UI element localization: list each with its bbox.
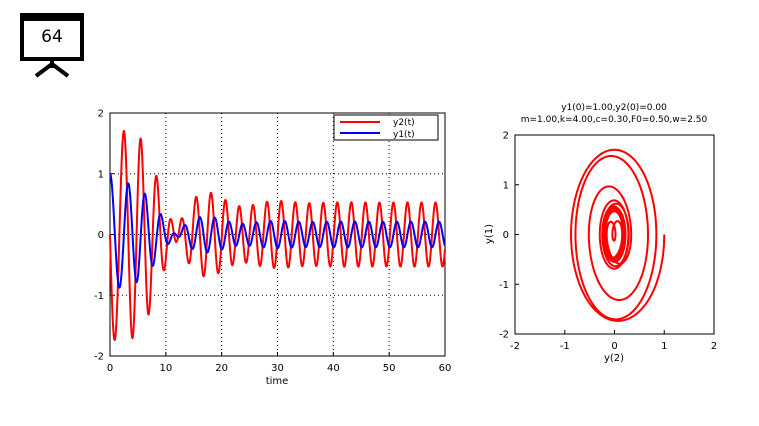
left-ytick-label: 1 [98, 169, 104, 180]
left-ytick-label: -1 [94, 291, 104, 302]
series-line-y1 [109, 172, 446, 289]
left-xtick-label: 30 [271, 363, 284, 374]
right-ytick-label: -2 [499, 330, 509, 341]
projector-screen-icon [20, 13, 84, 78]
legend-label-y1: y1(t) [393, 130, 415, 140]
left-xtick-label: 20 [215, 363, 228, 374]
right-xtick-label: 1 [661, 341, 667, 352]
slide-number: 64 [41, 27, 63, 47]
series-line-phase [570, 148, 666, 322]
right-plot-area [514, 134, 715, 335]
time-series-chart: 0 10 20 30 40 50 60 -2 -1 0 1 2 time y2(t) y1(t) [94, 109, 451, 388]
left-xtick-label: 0 [107, 363, 113, 374]
left-ytick-label: -2 [94, 352, 104, 363]
left-ytick-label: 2 [98, 109, 104, 120]
phase-portrait-chart: y1(0)=1.00,y2(0)=0.00 m=1.00,k=4.00,c=0.… [484, 103, 717, 364]
right-ytick-label: 1 [503, 180, 509, 191]
right-ylabel: y(1) [484, 224, 495, 244]
legend-box [333, 114, 439, 141]
left-xtick-label: 10 [159, 363, 172, 374]
right-ytick-label: 2 [503, 131, 509, 142]
right-title-line2: m=1.00,k=4.00,c=0.30,F0=0.50,w=2.50 [521, 115, 708, 125]
right-ytick-label: 0 [503, 230, 509, 241]
right-xtick-label: -2 [510, 341, 520, 352]
left-ticks: 0 10 20 30 40 50 60 -2 -1 0 1 2 [94, 109, 451, 375]
left-ytick-label: 0 [98, 230, 104, 241]
right-xtick-label: 0 [611, 341, 617, 352]
right-xtick-label: 2 [711, 341, 717, 352]
right-ticks: -2 -1 0 1 2 -2 -1 0 1 2 [499, 131, 717, 353]
left-grid [110, 113, 445, 356]
right-xtick-label: -1 [560, 341, 570, 352]
legend-label-y2: y2(t) [393, 118, 415, 128]
right-title-line1: y1(0)=1.00,y2(0)=0.00 [561, 103, 667, 113]
left-xtick-label: 50 [383, 363, 396, 374]
left-xtick-label: 60 [439, 363, 452, 374]
right-xlabel: y(2) [604, 353, 624, 364]
right-ytick-label: -1 [499, 280, 509, 291]
legend: y2(t) y1(t) [333, 114, 439, 141]
left-xtick-label: 40 [327, 363, 340, 374]
left-xlabel: time [266, 376, 289, 387]
